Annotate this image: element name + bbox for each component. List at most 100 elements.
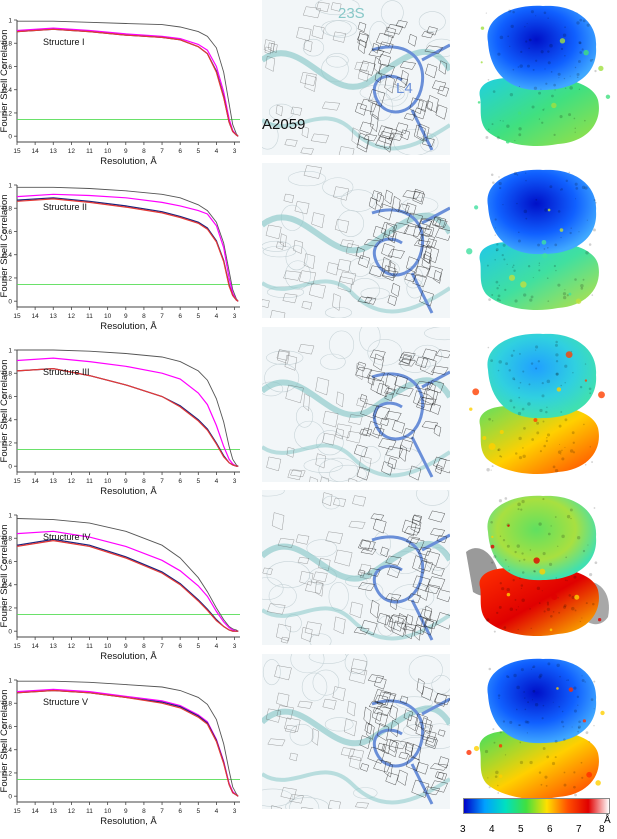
rrna-label: 23S bbox=[338, 5, 365, 22]
ribosome-map bbox=[466, 495, 609, 637]
local-resolution-map-4 bbox=[458, 492, 615, 647]
x-tick-label: 14 bbox=[32, 148, 40, 155]
x-tick-label: 13 bbox=[50, 808, 58, 815]
fsc-series-line bbox=[17, 680, 239, 797]
fsc-series-line bbox=[16, 689, 239, 797]
structure-label: Structure V bbox=[43, 697, 88, 707]
y-tick-label: 0 bbox=[8, 464, 12, 471]
fsc-series-line bbox=[16, 539, 239, 632]
x-tick-label: 14 bbox=[32, 808, 40, 815]
x-tick-label: 3 bbox=[233, 313, 237, 320]
y-axis-label: Fourier Shell Correlation bbox=[0, 360, 10, 463]
y-tick-label: 0.6 bbox=[3, 229, 12, 236]
structure-label: Structure I bbox=[43, 37, 85, 47]
fsc-series-line bbox=[17, 186, 239, 302]
x-tick-label: 9 bbox=[124, 148, 128, 155]
x-tick-label: 11 bbox=[86, 148, 93, 155]
x-tick-label: 11 bbox=[86, 313, 93, 320]
density-panel-3 bbox=[262, 327, 450, 482]
x-tick-label: 15 bbox=[13, 313, 21, 320]
fsc-series-line bbox=[16, 530, 239, 632]
x-tick-label: 8 bbox=[142, 808, 146, 815]
x-tick-label: 10 bbox=[104, 478, 112, 485]
fsc-series-line bbox=[16, 357, 239, 467]
x-tick-label: 7 bbox=[160, 643, 164, 650]
x-tick-label: 8 bbox=[142, 643, 146, 650]
x-tick-label: 12 bbox=[68, 643, 76, 650]
y-tick-label: 0.8 bbox=[3, 41, 12, 48]
x-tick-label: 12 bbox=[68, 313, 76, 320]
x-tick-label: 6 bbox=[178, 148, 182, 155]
nucleotide-label: A2059 bbox=[262, 116, 306, 133]
x-tick-label: 11 bbox=[86, 643, 93, 650]
y-tick-label: 0 bbox=[8, 794, 12, 801]
x-tick-label: 4 bbox=[215, 643, 219, 650]
y-tick-label: 0.8 bbox=[3, 206, 12, 213]
density-panel-5 bbox=[262, 654, 450, 809]
y-tick-label: 0.2 bbox=[3, 440, 12, 447]
fsc-series-line bbox=[16, 198, 239, 302]
y-tick-label: 1 bbox=[8, 183, 12, 190]
x-axis-label: Resolution, Å bbox=[100, 156, 157, 167]
x-tick-label: 7 bbox=[160, 808, 164, 815]
structure-label: Structure III bbox=[43, 367, 90, 377]
y-tick-label: 0.4 bbox=[3, 87, 12, 94]
x-tick-label: 4 bbox=[215, 148, 219, 155]
y-tick-label: 0.6 bbox=[3, 394, 12, 401]
y-tick-label: 1 bbox=[8, 513, 12, 520]
x-tick-label: 7 bbox=[160, 313, 164, 320]
y-tick-label: 1 bbox=[8, 18, 12, 25]
local-resolution-map-2 bbox=[458, 166, 615, 321]
density-panel-1 bbox=[262, 0, 450, 155]
x-tick-label: 9 bbox=[124, 313, 128, 320]
y-tick-label: 0.8 bbox=[3, 701, 12, 708]
x-tick-label: 14 bbox=[32, 643, 40, 650]
y-tick-label: 0.2 bbox=[3, 275, 12, 282]
fsc-series-line bbox=[16, 367, 239, 467]
x-tick-label: 4 bbox=[215, 808, 219, 815]
local-resolution-map-3 bbox=[458, 330, 615, 485]
fsc-series-line bbox=[17, 349, 239, 467]
y-tick-label: 0.8 bbox=[3, 536, 12, 543]
fsc-series-line bbox=[16, 518, 239, 632]
x-tick-label: 15 bbox=[13, 643, 21, 650]
x-tick-label: 3 bbox=[233, 148, 237, 155]
x-tick-label: 8 bbox=[142, 313, 146, 320]
x-tick-label: 10 bbox=[104, 313, 112, 320]
y-axis-label: Fourier Shell Correlation bbox=[0, 525, 10, 628]
y-tick-label: 0 bbox=[8, 299, 12, 306]
y-tick-label: 0.2 bbox=[3, 605, 12, 612]
x-tick-label: 5 bbox=[196, 478, 200, 485]
x-tick-label: 7 bbox=[160, 478, 164, 485]
y-tick-label: 0.6 bbox=[3, 559, 12, 566]
x-tick-label: 5 bbox=[196, 148, 200, 155]
x-tick-label: 11 bbox=[86, 808, 93, 815]
x-tick-label: 5 bbox=[196, 313, 200, 320]
y-tick-label: 1 bbox=[8, 678, 12, 685]
density-mesh bbox=[262, 654, 450, 809]
density-panel-4 bbox=[262, 490, 450, 645]
fsc-series-line bbox=[17, 20, 239, 137]
colorbar-tick-6: 6 bbox=[547, 824, 553, 835]
y-tick-label: 0.4 bbox=[3, 582, 12, 589]
fsc-chart-5: 15 14 13 12 11 10 9 8 7 6 5 4 3 0 0.2 0.4 0.6 0.8 1 Resolut… bbox=[0, 678, 240, 827]
x-axis-label: Resolution, Å bbox=[100, 321, 157, 332]
colorbar-tick-7: 7 bbox=[576, 824, 582, 835]
x-tick-label: 15 bbox=[13, 478, 21, 485]
y-tick-label: 0.6 bbox=[3, 64, 12, 71]
x-tick-label: 11 bbox=[86, 478, 93, 485]
x-tick-label: 9 bbox=[124, 643, 128, 650]
colorbar-tick-4: 4 bbox=[489, 824, 495, 835]
x-tick-label: 8 bbox=[142, 148, 146, 155]
colorbar-tick-8: 8 bbox=[599, 824, 605, 835]
resolution-colorbar bbox=[463, 798, 610, 814]
fsc-series-line bbox=[16, 193, 239, 302]
local-resolution-map-5 bbox=[458, 655, 615, 810]
x-tick-label: 12 bbox=[68, 808, 76, 815]
x-tick-label: 4 bbox=[215, 313, 219, 320]
x-tick-label: 8 bbox=[142, 478, 146, 485]
density-mesh bbox=[262, 490, 450, 645]
density-mesh bbox=[262, 327, 450, 482]
density-mesh bbox=[262, 165, 450, 318]
x-tick-label: 6 bbox=[178, 808, 182, 815]
